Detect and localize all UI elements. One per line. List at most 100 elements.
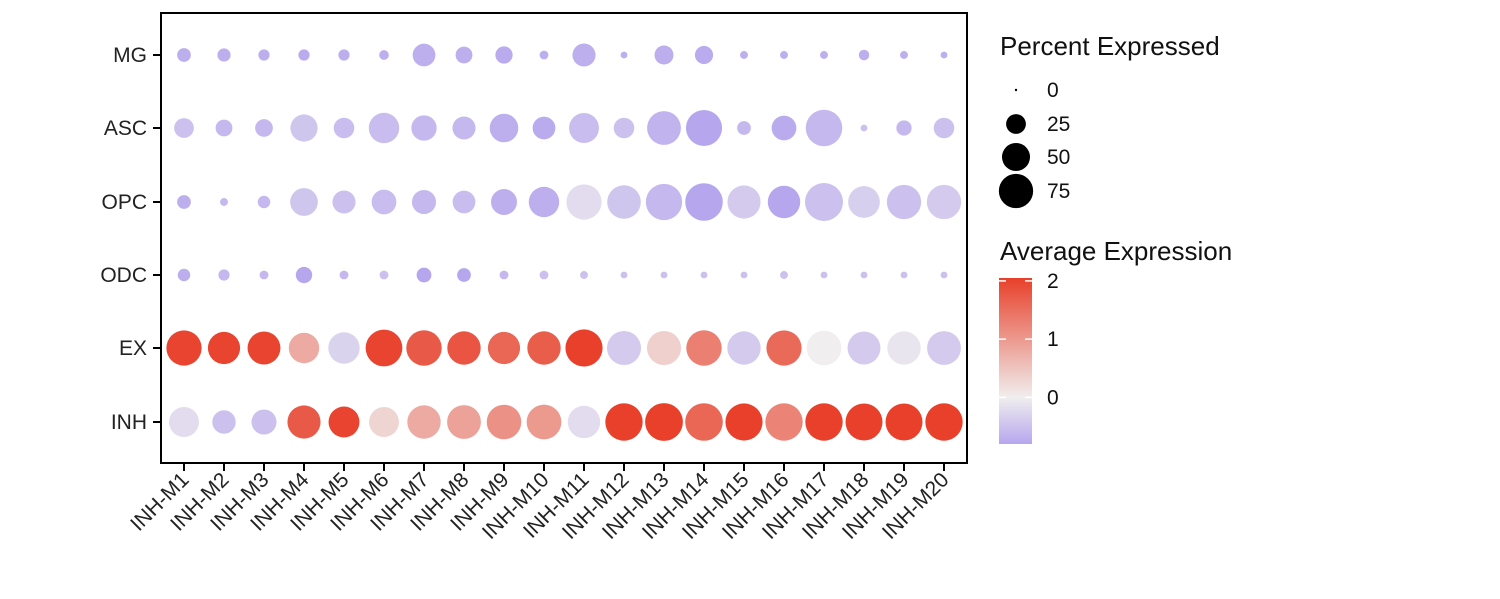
dot (805, 403, 843, 441)
dot (727, 185, 761, 219)
dot (406, 330, 442, 366)
dot (780, 271, 788, 279)
y-tick-label: ASC (104, 117, 147, 140)
dot (258, 49, 270, 61)
dot (780, 51, 788, 59)
dot (605, 403, 643, 441)
dot (411, 115, 437, 141)
dot (207, 331, 241, 365)
size-legend-dot (1001, 142, 1031, 172)
dot (447, 331, 481, 365)
dot (765, 403, 803, 441)
dot (767, 185, 801, 219)
dot (369, 407, 399, 437)
dot (645, 403, 683, 441)
dot (295, 266, 313, 284)
dot (298, 49, 310, 61)
dot (379, 50, 389, 60)
dot (532, 116, 556, 140)
size-legend-title: Percent Expressed (1000, 31, 1220, 61)
dot (607, 185, 641, 219)
dot (365, 329, 403, 367)
dot (566, 184, 602, 220)
dot (539, 50, 549, 60)
dot (220, 198, 228, 206)
dot (333, 117, 355, 139)
dot (660, 271, 668, 279)
dot (447, 405, 481, 439)
dot (257, 195, 271, 209)
dot (218, 269, 230, 281)
y-tick-label: INH (111, 411, 147, 434)
dot (896, 120, 912, 136)
colorbar-tick-label: 1 (1047, 328, 1059, 351)
dot (526, 404, 562, 440)
dot (847, 331, 881, 365)
size-legend-dot (1006, 114, 1026, 134)
dot (455, 46, 473, 64)
dot (820, 271, 828, 279)
size-legend: Percent Expressed 0 25 50 75 (998, 31, 1220, 209)
y-tick-label: ODC (100, 264, 147, 287)
dot (251, 409, 277, 435)
dot (900, 51, 908, 59)
dot (737, 121, 751, 135)
dot (486, 404, 522, 440)
dot (900, 271, 908, 279)
dot (217, 48, 231, 62)
colorbar-tick-label: 0 (1047, 386, 1059, 409)
dot (927, 331, 961, 365)
size-legend-dot (998, 173, 1034, 209)
dot (215, 119, 233, 137)
colorbar (999, 278, 1032, 444)
dot (328, 406, 360, 438)
dot (332, 190, 356, 214)
dot (933, 117, 955, 139)
dot (725, 403, 763, 441)
dot (491, 189, 517, 215)
dot (290, 188, 318, 216)
dot (727, 331, 761, 365)
dot (925, 403, 963, 441)
dot (527, 331, 561, 365)
dot (940, 271, 948, 279)
dot (580, 271, 588, 279)
dot (487, 331, 521, 365)
dot (371, 189, 397, 215)
dot (805, 109, 843, 147)
dot (407, 405, 441, 439)
colorbar-tick-label: 2 (1047, 270, 1059, 293)
dot (858, 49, 870, 61)
dot (620, 271, 628, 279)
x-axis: INH-M1INH-M2INH-M3INH-M4INH-M5INH-M6INH-… (126, 463, 954, 544)
dot (452, 116, 476, 140)
size-legend-label: 0 (1047, 79, 1059, 102)
size-legend-label: 25 (1047, 113, 1070, 136)
dot (489, 113, 519, 143)
dot (766, 330, 802, 366)
dot (645, 183, 683, 221)
dot (686, 330, 722, 366)
dot (212, 410, 236, 434)
dot (247, 331, 281, 365)
dot (771, 115, 797, 141)
dot (288, 332, 320, 364)
dot (569, 113, 599, 143)
dot (805, 183, 843, 221)
dot (613, 117, 635, 139)
dot (860, 271, 868, 279)
dot (177, 268, 191, 282)
dot (886, 184, 922, 220)
dot (685, 109, 723, 147)
y-tick-label: EX (119, 337, 147, 360)
dot (411, 189, 437, 215)
dot (572, 43, 596, 67)
dot (539, 270, 549, 280)
dot (606, 330, 642, 366)
dot (885, 403, 923, 441)
dot (412, 43, 436, 67)
y-tick-label: MG (113, 44, 147, 67)
dot (646, 330, 682, 366)
dot-layer (166, 43, 963, 441)
